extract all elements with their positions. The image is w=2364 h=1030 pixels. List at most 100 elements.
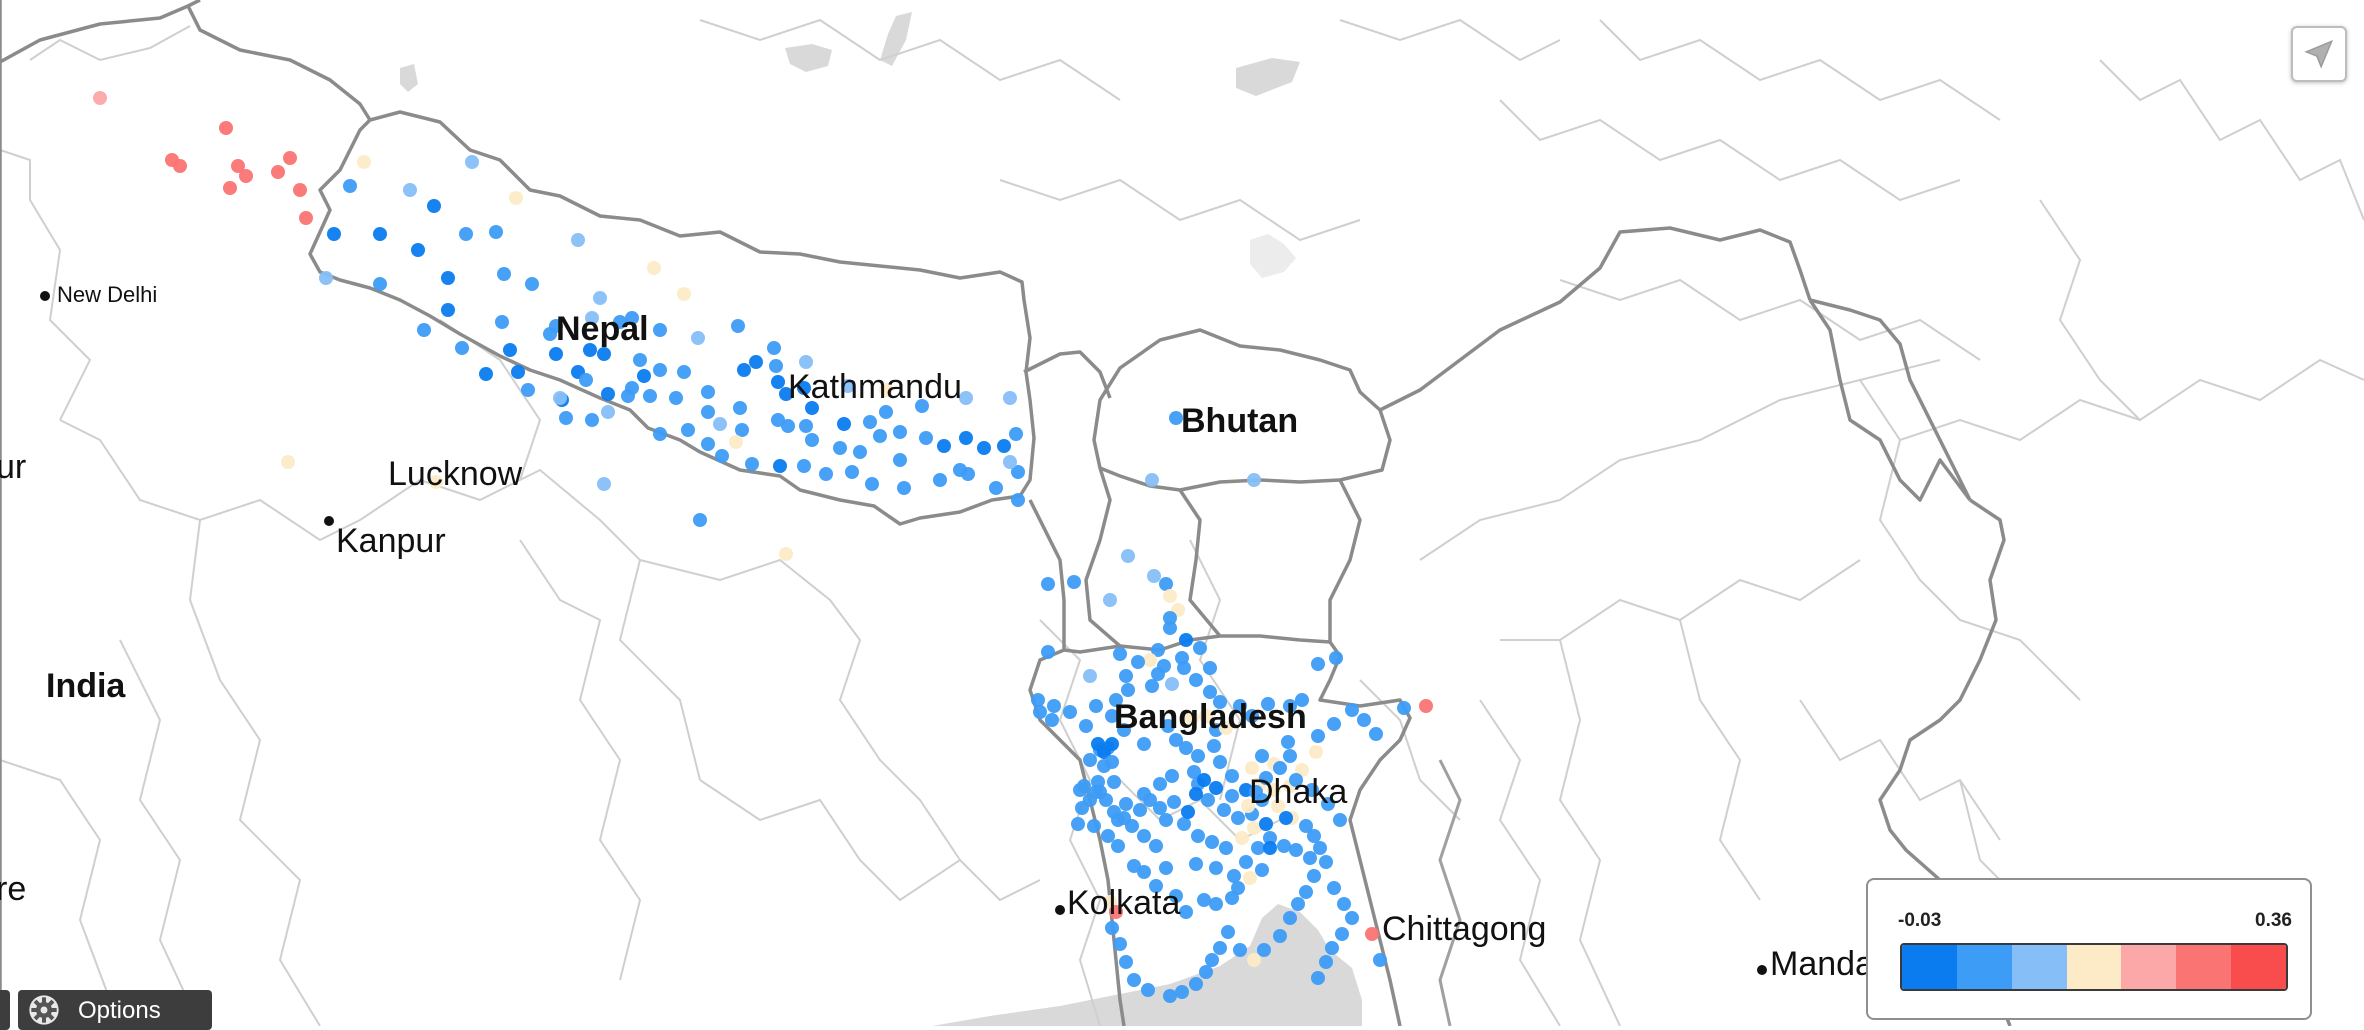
data-point[interactable] — [1245, 709, 1259, 723]
data-point[interactable] — [1159, 813, 1173, 827]
data-point[interactable] — [1003, 391, 1017, 405]
data-point[interactable] — [1119, 669, 1133, 683]
data-point[interactable] — [1119, 797, 1133, 811]
data-point[interactable] — [1075, 801, 1089, 815]
data-point[interactable] — [597, 477, 611, 491]
data-point[interactable] — [1213, 941, 1227, 955]
data-point[interactable] — [1177, 817, 1191, 831]
data-point[interactable] — [1289, 773, 1303, 787]
data-point[interactable] — [1161, 719, 1175, 733]
data-point[interactable] — [1143, 653, 1157, 667]
data-point[interactable] — [1145, 473, 1159, 487]
data-point[interactable] — [1235, 831, 1249, 845]
data-point[interactable] — [701, 385, 715, 399]
data-point[interactable] — [1209, 861, 1223, 875]
data-point[interactable] — [779, 547, 793, 561]
data-point[interactable] — [1311, 971, 1325, 985]
data-point[interactable] — [1203, 661, 1217, 675]
data-point[interactable] — [1277, 839, 1291, 853]
data-point[interactable] — [571, 233, 585, 247]
data-point[interactable] — [459, 227, 473, 241]
data-point[interactable] — [1295, 693, 1309, 707]
data-point[interactable] — [919, 431, 933, 445]
options-button[interactable]: Options — [18, 990, 212, 1030]
data-point[interactable] — [1333, 813, 1347, 827]
data-point[interactable] — [1117, 723, 1131, 737]
data-point[interactable] — [1149, 839, 1163, 853]
data-point[interactable] — [1321, 797, 1335, 811]
data-point[interactable] — [525, 277, 539, 291]
data-point[interactable] — [853, 445, 867, 459]
data-point[interactable] — [1249, 785, 1263, 799]
data-point[interactable] — [1179, 741, 1193, 755]
data-point[interactable] — [841, 379, 855, 393]
data-point[interactable] — [357, 155, 371, 169]
data-point[interactable] — [223, 181, 237, 195]
data-point[interactable] — [1089, 785, 1103, 799]
data-point[interactable] — [1225, 789, 1239, 803]
data-point[interactable] — [1337, 897, 1351, 911]
data-point[interactable] — [1329, 651, 1343, 665]
data-point[interactable] — [1217, 803, 1231, 817]
data-point[interactable] — [1345, 911, 1359, 925]
data-point[interactable] — [1291, 897, 1305, 911]
data-point[interactable] — [1189, 857, 1203, 871]
data-point[interactable] — [1163, 589, 1177, 603]
data-point[interactable] — [773, 459, 787, 473]
data-point[interactable] — [845, 465, 859, 479]
data-point[interactable] — [1219, 841, 1233, 855]
data-point[interactable] — [1117, 811, 1131, 825]
data-point[interactable] — [411, 243, 425, 257]
data-point[interactable] — [1273, 929, 1287, 943]
data-point[interactable] — [1167, 795, 1181, 809]
data-point[interactable] — [1289, 843, 1303, 857]
data-point[interactable] — [669, 391, 683, 405]
data-point[interactable] — [1181, 805, 1195, 819]
data-point[interactable] — [1169, 411, 1183, 425]
data-point[interactable] — [585, 413, 599, 427]
data-point[interactable] — [1105, 755, 1119, 769]
data-point[interactable] — [1365, 927, 1379, 941]
data-point[interactable] — [865, 477, 879, 491]
data-point[interactable] — [173, 159, 187, 173]
data-point[interactable] — [417, 323, 431, 337]
data-point[interactable] — [319, 271, 333, 285]
data-point[interactable] — [863, 415, 877, 429]
data-point[interactable] — [1261, 697, 1275, 711]
data-point[interactable] — [427, 199, 441, 213]
data-point[interactable] — [1193, 641, 1207, 655]
data-point[interactable] — [1003, 455, 1017, 469]
data-point[interactable] — [959, 391, 973, 405]
data-point[interactable] — [1205, 953, 1219, 967]
data-point[interactable] — [1233, 943, 1247, 957]
data-point[interactable] — [1169, 889, 1183, 903]
data-point[interactable] — [1063, 705, 1077, 719]
data-point[interactable] — [521, 383, 535, 397]
data-point[interactable] — [833, 441, 847, 455]
data-point[interactable] — [805, 433, 819, 447]
data-point[interactable] — [1109, 693, 1123, 707]
data-point[interactable] — [1149, 879, 1163, 893]
data-point[interactable] — [1271, 799, 1285, 813]
data-point[interactable] — [1311, 729, 1325, 743]
data-point[interactable] — [1203, 685, 1217, 699]
data-point[interactable] — [1151, 643, 1165, 657]
data-point[interactable] — [495, 315, 509, 329]
data-point[interactable] — [343, 179, 357, 193]
data-point[interactable] — [1185, 711, 1199, 725]
data-point[interactable] — [879, 383, 893, 397]
data-point[interactable] — [647, 261, 661, 275]
data-point[interactable] — [1313, 841, 1327, 855]
data-point[interactable] — [327, 227, 341, 241]
data-point[interactable] — [1255, 749, 1269, 763]
data-point[interactable] — [1225, 769, 1239, 783]
data-point[interactable] — [715, 449, 729, 463]
data-point[interactable] — [281, 455, 295, 469]
data-point[interactable] — [1071, 817, 1085, 831]
data-point[interactable] — [837, 417, 851, 431]
data-point[interactable] — [1213, 755, 1227, 769]
data-point[interactable] — [1327, 881, 1341, 895]
data-point[interactable] — [735, 423, 749, 437]
data-point[interactable] — [1219, 721, 1233, 735]
data-point[interactable] — [897, 481, 911, 495]
